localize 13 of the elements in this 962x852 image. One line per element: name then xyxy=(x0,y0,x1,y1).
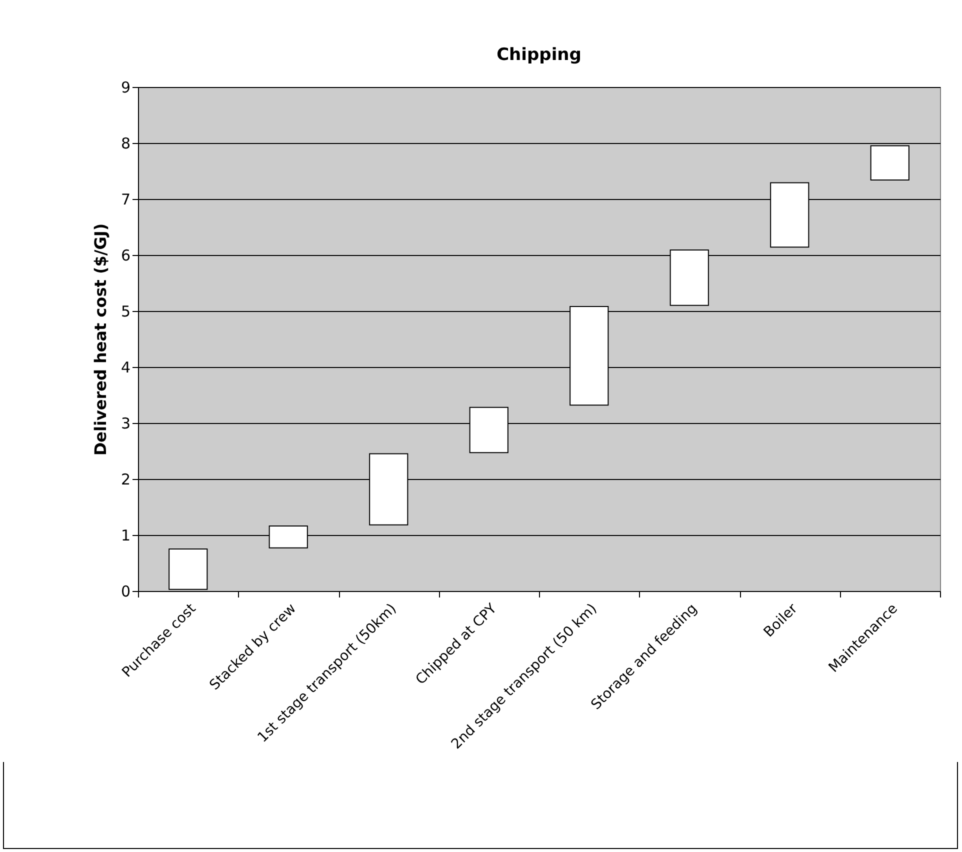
y-tick-label: 0 xyxy=(120,582,130,600)
y-tick-label: 7 xyxy=(120,190,130,208)
bar xyxy=(168,548,208,590)
y-tick-label: 4 xyxy=(120,358,130,376)
y-tick-label: 1 xyxy=(120,526,130,544)
y-tick-label: 3 xyxy=(120,414,130,432)
y-tick-label: 8 xyxy=(120,134,130,152)
chart-title: Chipping xyxy=(496,45,582,65)
y-tick-label: 5 xyxy=(120,302,130,320)
y-tick-label: 6 xyxy=(120,246,130,264)
y-tick-label: 2 xyxy=(120,470,130,488)
y-tick-label: 9 xyxy=(120,78,130,96)
y-axis-title: Delivered heat cost ($/GJ) xyxy=(90,223,110,456)
